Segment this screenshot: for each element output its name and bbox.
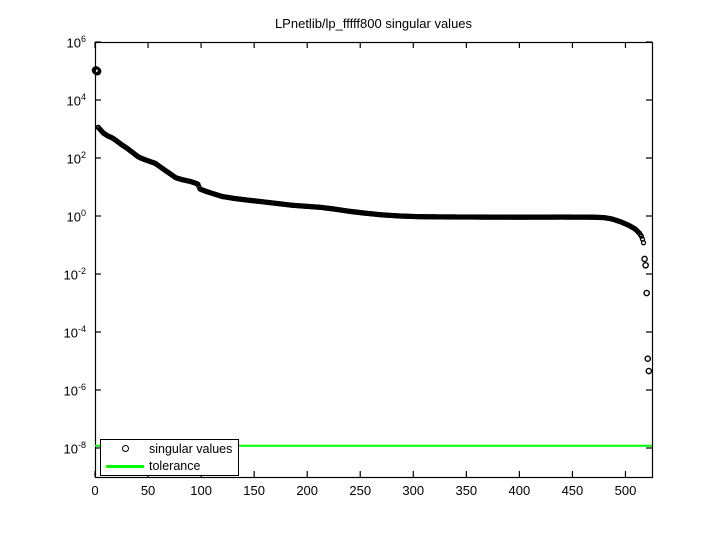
plot-title: LPnetlib/lp_fffff800 singular values xyxy=(274,16,473,31)
x-tick-label: 400 xyxy=(508,483,531,498)
singular-value-marker xyxy=(643,289,650,297)
legend-entry-singular-values: singular values xyxy=(101,440,238,457)
singular-value-marker xyxy=(638,233,645,239)
x-tick-label: 50 xyxy=(140,483,156,498)
legend-label-tolerance: tolerance xyxy=(149,459,201,474)
legend-entry-tolerance: tolerance xyxy=(101,458,238,475)
singular-value-marker xyxy=(642,261,649,269)
x-tick-label: 150 xyxy=(243,483,265,498)
singular-value-marker xyxy=(645,367,653,375)
legend-box: singular values tolerance xyxy=(100,439,239,476)
y-tick-label: 10-4 xyxy=(63,324,86,341)
x-tick-label: 450 xyxy=(561,483,584,498)
y-tick-label: 102 xyxy=(66,150,86,167)
singular-value-marker xyxy=(640,240,647,246)
singular-value-marker xyxy=(641,255,648,263)
legend-marker-zone xyxy=(101,445,149,453)
circle-marker-icon xyxy=(121,445,129,453)
singular-value-marker xyxy=(644,355,652,363)
singular-value-marker xyxy=(92,66,102,76)
y-tick-label: 104 xyxy=(66,92,86,109)
legend-label-singular-values: singular values xyxy=(149,441,233,456)
x-tick-label: 350 xyxy=(455,483,478,498)
y-tick-label: 10-8 xyxy=(63,440,86,457)
green-line-icon xyxy=(106,464,144,468)
x-tick-label: 300 xyxy=(402,483,425,498)
y-tick-label: 10-6 xyxy=(63,382,86,399)
y-tick-label: 106 xyxy=(66,34,86,51)
x-tick-label: 100 xyxy=(190,483,212,498)
x-tick-label: 200 xyxy=(296,483,319,498)
y-tick-label: 100 xyxy=(66,208,86,225)
axes-box xyxy=(94,41,654,479)
x-tick-label: 500 xyxy=(614,483,637,498)
legend-marker-zone xyxy=(101,464,149,468)
y-tick-label: 10-2 xyxy=(63,266,86,283)
singular-values-series xyxy=(91,66,653,375)
x-tick-label: 0 xyxy=(91,483,99,498)
x-tick-label: 250 xyxy=(349,483,372,498)
